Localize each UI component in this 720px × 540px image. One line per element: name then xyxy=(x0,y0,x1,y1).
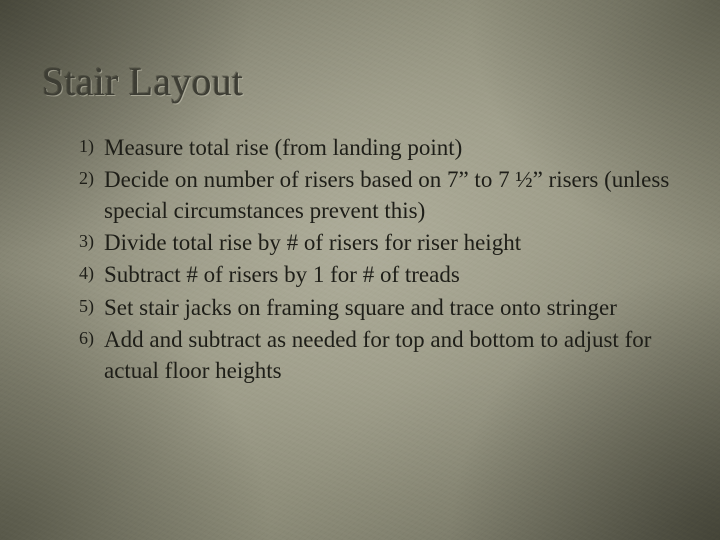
list-item: Set stair jacks on framing square and tr… xyxy=(82,293,672,323)
list-item: Divide total rise by # of risers for ris… xyxy=(82,228,672,258)
list-item: Subtract # of risers by 1 for # of tread… xyxy=(82,260,672,290)
slide: Stair Layout Measure total rise (from la… xyxy=(0,0,720,540)
list-item: Add and subtract as needed for top and b… xyxy=(82,325,672,386)
slide-title: Stair Layout xyxy=(42,58,672,105)
list-item: Decide on number of risers based on 7” t… xyxy=(82,165,672,226)
steps-list: Measure total rise (from landing point) … xyxy=(48,133,672,386)
slide-content: Stair Layout Measure total rise (from la… xyxy=(0,0,720,540)
list-item: Measure total rise (from landing point) xyxy=(82,133,672,163)
